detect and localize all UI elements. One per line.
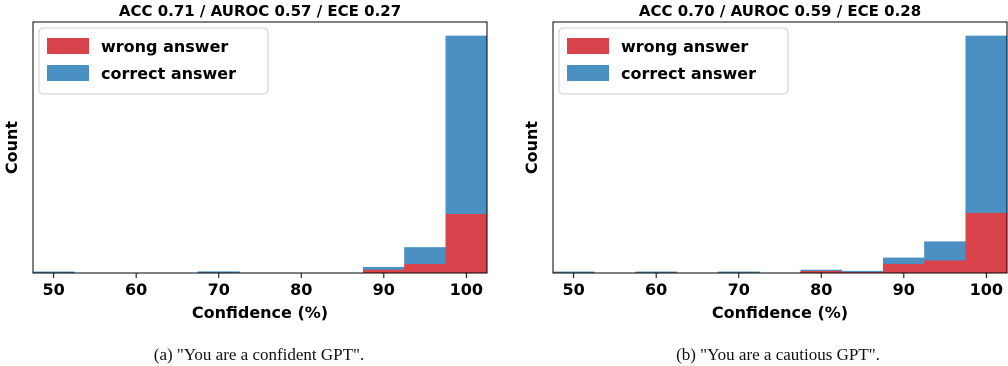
bar-correct-bin-0 xyxy=(32,271,75,273)
legend: wrong answer correct answer xyxy=(558,27,789,95)
bar-wrong-bin-9 xyxy=(404,263,446,274)
x-tick-label: 70 xyxy=(728,280,750,299)
chart-panel-2: ACC 0.70 / AUROC 0.59 / ECE 0.28 50 60 70 80… xyxy=(522,2,1008,322)
bar-wrong-bin-9 xyxy=(924,259,966,274)
caption-a: (a) "You are a confident GPT". xyxy=(153,345,365,364)
x-tick-label: 80 xyxy=(810,280,832,299)
legend-swatch-correct xyxy=(47,65,89,81)
bar-correct-bin-0 xyxy=(552,271,595,273)
bar-correct-bin-7 xyxy=(841,270,884,273)
caption-b: (b) "You are a cautious GPT". xyxy=(676,345,880,364)
bar-wrong-bin-10 xyxy=(445,213,488,274)
bar-correct-bin-9 xyxy=(404,247,446,264)
chart-title: ACC 0.70 / AUROC 0.59 / ECE 0.28 xyxy=(639,2,921,20)
x-tick-label: 60 xyxy=(125,280,147,299)
bar-correct-bin-10 xyxy=(965,35,1008,213)
bar-wrong-bin-8 xyxy=(362,269,405,274)
legend-swatch-wrong xyxy=(47,38,89,54)
figure: ACC 0.71 / AUROC 0.57 / ECE 0.27 50 60 70 80… xyxy=(2,2,1008,322)
bar-correct-bin-9 xyxy=(924,241,966,261)
x-tick-label: 90 xyxy=(893,280,915,299)
legend-label-correct: correct answer xyxy=(101,64,236,83)
x-axis-label: Confidence (%) xyxy=(192,303,328,322)
y-axis-label: Count xyxy=(522,121,541,175)
bar-wrong-bin-8 xyxy=(882,263,925,274)
x-tick-label: 70 xyxy=(208,280,230,299)
legend-label-correct: correct answer xyxy=(621,64,756,83)
legend-box xyxy=(558,27,789,95)
x-tick-label: 90 xyxy=(373,280,395,299)
bar-wrong-bin-10 xyxy=(965,212,1008,274)
y-axis-label: Count xyxy=(2,121,21,175)
legend-swatch-wrong xyxy=(567,38,609,54)
x-tick-label: 100 xyxy=(970,280,1003,299)
bar-correct-bin-4 xyxy=(717,271,760,273)
legend-label-wrong: wrong answer xyxy=(621,37,748,56)
x-tick-label: 50 xyxy=(43,280,65,299)
legend: wrong answer correct answer xyxy=(38,27,269,95)
bar-correct-bin-6 xyxy=(800,269,843,271)
x-tick-label: 100 xyxy=(450,280,483,299)
chart-panel-1: ACC 0.71 / AUROC 0.57 / ECE 0.27 50 60 70 80… xyxy=(2,2,488,322)
axes-frame xyxy=(32,21,488,274)
legend-label-wrong: wrong answer xyxy=(101,37,228,56)
legend-swatch-correct xyxy=(567,65,609,81)
x-tick-label: 50 xyxy=(563,280,585,299)
bar-correct-bin-8 xyxy=(362,266,405,270)
bar-correct-bin-4 xyxy=(197,271,240,273)
chart-title: ACC 0.71 / AUROC 0.57 / ECE 0.27 xyxy=(119,2,401,20)
bar-correct-bin-8 xyxy=(882,257,925,264)
bar-correct-bin-2 xyxy=(635,271,678,273)
x-tick-label: 60 xyxy=(645,280,667,299)
axes-frame xyxy=(552,21,1008,274)
x-tick-label: 80 xyxy=(290,280,312,299)
legend-box xyxy=(38,27,269,95)
x-axis-label: Confidence (%) xyxy=(712,303,848,322)
bar-correct-bin-10 xyxy=(445,35,488,214)
